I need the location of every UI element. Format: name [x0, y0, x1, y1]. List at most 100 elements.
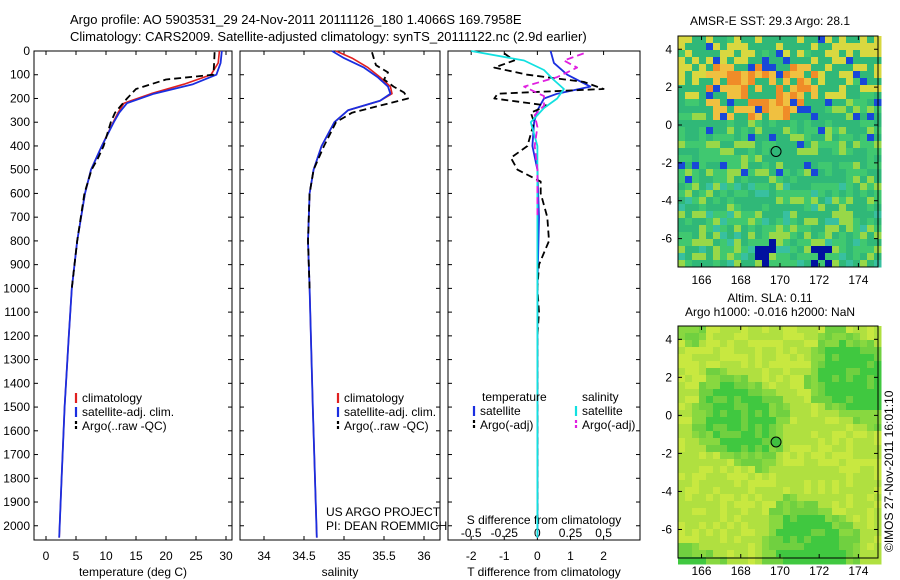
map-pixel	[699, 106, 707, 114]
map-pixel	[804, 127, 812, 135]
map-pixel	[860, 438, 868, 446]
map-pixel	[755, 333, 763, 341]
map-pixel	[706, 487, 714, 495]
map-pixel	[839, 403, 847, 411]
map-pixel	[748, 106, 756, 114]
map-pixel	[748, 211, 756, 219]
map-pixel	[818, 43, 826, 51]
map-pixel	[797, 368, 805, 376]
map-pixel	[748, 190, 756, 198]
map-pixel	[755, 176, 763, 184]
map-pixel	[706, 204, 714, 212]
map-pixel	[825, 71, 833, 79]
map-pixel	[853, 204, 861, 212]
map-pixel	[741, 218, 749, 226]
map-y-tick-label: -6	[661, 232, 672, 246]
map-pixel	[818, 410, 826, 418]
map-pixel	[839, 260, 847, 268]
map-pixel	[811, 487, 819, 495]
map-pixel	[678, 536, 686, 544]
legend-label: climatology	[82, 391, 142, 405]
map-pixel	[699, 204, 707, 212]
map-pixel	[685, 64, 693, 72]
map-pixel	[818, 375, 826, 383]
map-pixel	[727, 78, 735, 86]
map-pixel	[790, 71, 798, 79]
map-pixel	[741, 162, 749, 170]
map-pixel	[727, 522, 735, 530]
map-pixel	[832, 183, 840, 191]
map-pixel	[839, 508, 847, 516]
map-pixel	[685, 417, 693, 425]
map-pixel	[776, 99, 784, 107]
map-pixel	[685, 389, 693, 397]
map-pixel	[699, 389, 707, 397]
map-pixel	[727, 183, 735, 191]
map-pixel	[720, 253, 728, 261]
map-pixel	[811, 410, 819, 418]
map-pixel	[797, 473, 805, 481]
map-pixel	[797, 536, 805, 544]
map-pixel	[783, 85, 791, 93]
map-pixel	[692, 169, 700, 177]
map-pixel	[769, 340, 777, 348]
map-pixel	[678, 155, 686, 163]
map-pixel	[783, 183, 791, 191]
map-pixel	[741, 445, 749, 453]
map-pixel	[678, 410, 686, 418]
map-pixel	[853, 550, 861, 558]
map-pixel	[846, 253, 854, 261]
map-pixel	[692, 190, 700, 198]
map-pixel	[853, 36, 861, 44]
map-pixel	[825, 389, 833, 397]
map-pixel	[720, 368, 728, 376]
map-pixel	[727, 211, 735, 219]
map-pixel	[678, 508, 686, 516]
map-pixel	[720, 550, 728, 558]
map-pixel	[860, 134, 868, 142]
map-pixel	[720, 92, 728, 100]
map-pixel	[699, 85, 707, 93]
map-pixel	[769, 445, 777, 453]
map-pixel	[769, 326, 777, 334]
map-pixel	[776, 57, 784, 65]
map-pixel	[783, 403, 791, 411]
map-pixel	[797, 438, 805, 446]
map-pixel	[748, 424, 756, 432]
map-pixel	[790, 85, 798, 93]
map-pixel	[699, 501, 707, 509]
map-pixel	[727, 361, 735, 369]
x-tick-label: 25	[189, 549, 203, 563]
map-pixel	[685, 396, 693, 404]
map-pixel	[699, 473, 707, 481]
map-pixel	[853, 190, 861, 198]
map-pixel	[797, 260, 805, 268]
map-pixel	[762, 57, 770, 65]
map-pixel	[776, 134, 784, 142]
map-pixel	[769, 134, 777, 142]
map-pixel	[797, 225, 805, 233]
map-pixel	[755, 106, 763, 114]
map-pixel	[699, 148, 707, 156]
map-pixel	[839, 550, 847, 558]
map-pixel	[797, 445, 805, 453]
map-pixel	[839, 487, 847, 495]
map-pixel	[804, 501, 812, 509]
x-axis-label: salinity	[322, 565, 359, 579]
map-pixel	[783, 396, 791, 404]
map-pixel	[860, 375, 868, 383]
map-pixel	[713, 438, 721, 446]
map-pixel	[769, 515, 777, 523]
x-tick-label: 10	[99, 549, 113, 563]
map-pixel	[741, 473, 749, 481]
map-pixel	[720, 529, 728, 537]
map-pixel	[734, 106, 742, 114]
map-pixel	[804, 92, 812, 100]
map-pixel	[846, 536, 854, 544]
map-pixel	[853, 529, 861, 537]
x-tick-label: 15	[129, 549, 143, 563]
map-pixel	[741, 375, 749, 383]
map-pixel	[790, 417, 798, 425]
map-pixel	[839, 183, 847, 191]
map-pixel	[825, 260, 833, 268]
